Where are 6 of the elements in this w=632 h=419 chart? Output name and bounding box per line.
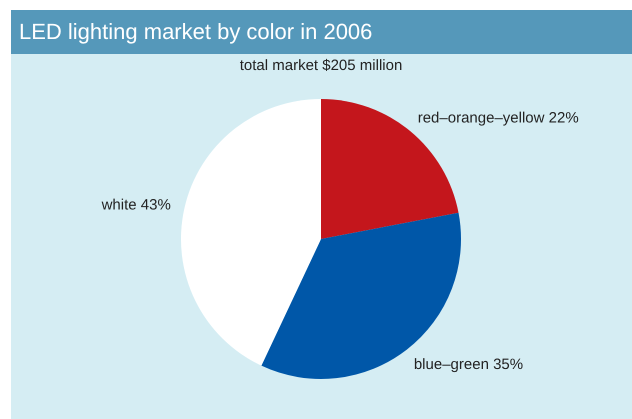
slice-label: blue–green 35% bbox=[414, 356, 524, 373]
slice-label: white 43% bbox=[100, 196, 171, 214]
pie-slice bbox=[181, 99, 321, 366]
chart-title: LED lighting market by color in 2006 bbox=[11, 10, 632, 54]
slice-label: red–orange–yellow 22% bbox=[418, 109, 579, 126]
chart-subtitle: total market $205 million bbox=[240, 57, 402, 74]
